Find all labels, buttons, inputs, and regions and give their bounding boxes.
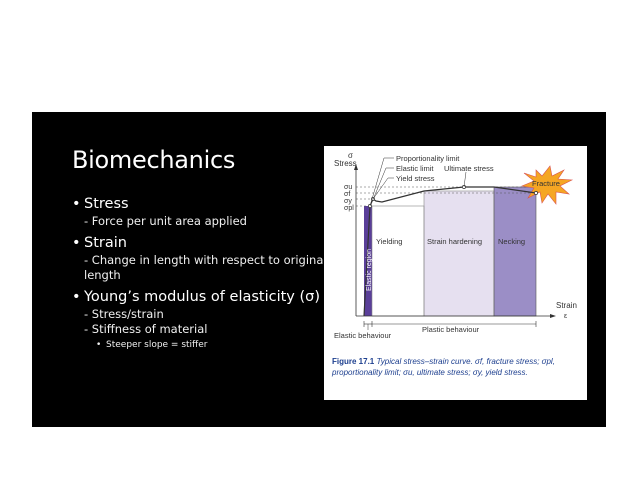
fracture-point [534, 191, 538, 195]
proportionality-limit-label: Proportionality limit [396, 154, 460, 163]
sigma-y-label: σy [344, 198, 352, 205]
sub-bullet-stress-definition: - Force per unit area applied [84, 214, 247, 228]
ultimate-stress-label: Ultimate stress [444, 164, 494, 173]
figure-caption: Figure 17.1 Typical stress–strain curve.… [332, 356, 582, 378]
figure-caption-label: Figure 17.1 [332, 357, 375, 366]
elastic-region-band [364, 206, 372, 316]
slide-title: Biomechanics [72, 146, 236, 174]
elastic-behaviour-label: Elastic behaviour [334, 331, 392, 340]
fracture-label: Fracture [532, 179, 560, 188]
plastic-behaviour-label: Plastic behaviour [422, 325, 480, 334]
sub-sub-bullet-steeper-slope: Steeper slope = stiffer [96, 338, 342, 352]
necking-region [494, 187, 536, 316]
fracture-burst-icon [520, 165, 574, 205]
bullet-strain: Strain [72, 234, 342, 253]
figure-caption-text: Typical stress–strain curve. σf, fractur… [332, 357, 555, 377]
sigma-f-label: σf [344, 191, 350, 198]
strain-hardening-region [424, 191, 494, 316]
stress-strain-diagram: Fracture σ Stress Strain ε σu σf σy σpl [334, 151, 577, 340]
x-axis-label: Strain [556, 301, 577, 310]
stress-strain-curve [363, 186, 537, 317]
sub-bullet-strain-definition: - Change in length with respect to origi… [84, 253, 327, 282]
sigma-pl-label: σpl [344, 205, 354, 212]
yield-stress-label: Yield stress [396, 174, 435, 183]
bullet-list: Stress - Force per unit area applied Str… [72, 195, 342, 352]
y-axis-symbol: σ [348, 151, 353, 160]
sub-bullet-stress-strain: - Stress/strain [84, 307, 164, 321]
yielding-region [371, 205, 425, 317]
strain-hardening-label: Strain hardening [427, 237, 482, 246]
elastic-region-label: Elastic region [366, 249, 373, 291]
elastic-limit-label: Elastic limit [396, 164, 434, 173]
stress-strain-figure: Fracture σ Stress Strain ε σu σf σy σpl [324, 146, 587, 400]
necking-label: Necking [498, 237, 525, 246]
sub-bullet-stiffness: - Stiffness of material [84, 322, 208, 336]
bullet-youngs-modulus: Young’s modulus of elasticity (σ) [72, 288, 342, 307]
y-axis-label: Stress [334, 159, 357, 168]
bullet-stress: Stress [72, 195, 342, 214]
slide: Biomechanics Stress - Force per unit are… [32, 112, 606, 427]
x-axis-symbol: ε [564, 313, 567, 320]
sigma-u-label: σu [344, 184, 352, 191]
yielding-label: Yielding [376, 237, 402, 246]
